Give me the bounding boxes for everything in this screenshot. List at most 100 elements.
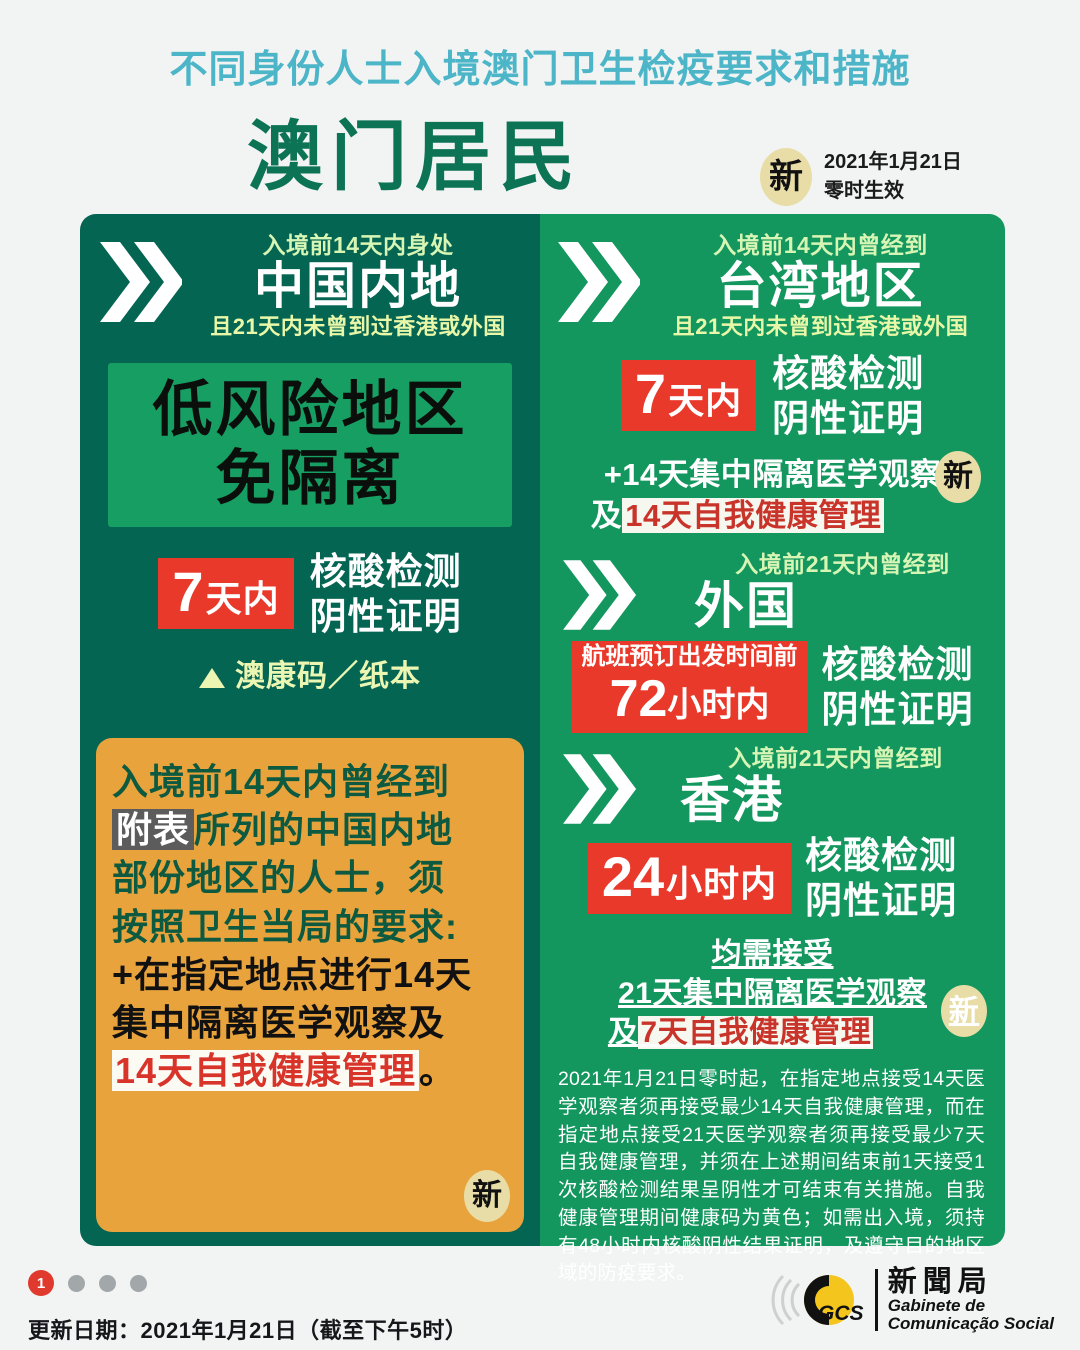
annex-chip[interactable]: 附表 xyxy=(112,809,195,851)
fineprint-paragraph: 2021年1月21日零时起，在指定地点接受14天医学观察者须再接受最少14天自我… xyxy=(558,1068,985,1285)
section-sub-taiwan: 且21天内未曾到过香港或外国 xyxy=(672,314,969,340)
requirement-line2-foreign: 阴性证明 xyxy=(821,689,974,731)
page-indicator-dot-4[interactable] xyxy=(130,1274,147,1292)
red-badge-number: 7 xyxy=(172,560,204,624)
new-badge-icon-annex: 新 xyxy=(464,1170,510,1222)
new-badge-icon-taiwan: 新 xyxy=(935,451,981,504)
section-header-taiwan: 入境前14天内曾经到 台湾地区 且21天内未曾到过香港或外国 xyxy=(554,232,991,341)
header: 不同身份人士入境澳门卫生检疫要求和措施 澳门居民 新 2021年1月21日 零时… xyxy=(0,0,1080,210)
requirement-text-taiwan: 核酸检测 阴性证明 xyxy=(772,351,924,441)
section-header-mainland: 入境前14天内身处 中国内地 且21天内未曾到过香港或外国 xyxy=(96,232,524,341)
double-chevron-icon xyxy=(558,242,640,322)
red-badge-unit: 天内 xyxy=(668,380,743,422)
annex-line-1: 入境前14天内曾经到 xyxy=(112,761,451,802)
double-chevron-icon xyxy=(563,560,637,630)
logo-chinese-name: 新聞局 xyxy=(887,1265,993,1298)
section-header-foreign: 入境前21天内曾经到 外国 xyxy=(554,551,991,635)
annex-line-6: 集中隔离医学观察及 xyxy=(112,1002,446,1044)
panel-other-regions: 入境前14天内曾经到 台湾地区 且21天内未曾到过香港或外国 7 天内 核酸检测… xyxy=(540,214,1005,1284)
annex-line-2: 附表 所列的中国内地 xyxy=(112,806,508,854)
section-header-hongkong: 入境前21天内曾经到 香港 xyxy=(554,745,991,829)
red-badge-24-hours: 24 小时内 xyxy=(587,842,792,914)
red-badge-7-days: 7 天内 xyxy=(158,558,294,630)
section-place-taiwan: 台湾地区 xyxy=(716,258,925,315)
page-indicator[interactable]: 1 xyxy=(28,1270,147,1296)
red-badge-7-days-taiwan: 7 天内 xyxy=(620,360,757,432)
macao-health-code-note: 澳康码／纸本 xyxy=(96,651,524,695)
new-badge-icon: 新 xyxy=(760,148,812,206)
logo-text: 新聞局 Gabinete de Comunicação Social xyxy=(887,1265,1054,1334)
requirement-text-hongkong: 核酸检测 阴性证明 xyxy=(805,833,957,923)
section-pre-taiwan: 入境前14天内曾经到 xyxy=(713,232,928,258)
page-indicator-current[interactable]: 1 xyxy=(28,1270,54,1296)
logo-portuguese-line2: Comunicação Social xyxy=(887,1314,1054,1334)
requirement-line2-mainland: 阴性证明 xyxy=(309,595,462,637)
requirement-line2-hongkong: 阴性证明 xyxy=(805,880,958,922)
panels-container: 入境前14天内身处 中国内地 且21天内未曾到过香港或外国 低风险地区 免隔离 … xyxy=(80,214,1005,1284)
red-badge-caption: 航班预订出发时间前 xyxy=(581,643,798,671)
low-risk-line2: 免隔离 xyxy=(215,444,405,512)
red-badge-72-hours: 航班预订出发时间前 72小时内 xyxy=(571,641,808,734)
section-text-foreign: 入境前21天内曾经到 外国 xyxy=(650,551,991,633)
annex-list-box: 入境前14天内曾经到 附表 所列的中国内地 部份地区的人士，须 按照卫生当局的要求… xyxy=(96,738,524,1232)
annex-line-7: 14天自我健康管理。 xyxy=(112,1047,508,1095)
section-place-foreign: 外国 xyxy=(694,577,798,634)
red-badge-number: 72 xyxy=(609,670,668,729)
section-pre-mainland: 入境前14天内身处 xyxy=(262,232,454,258)
effective-date: 2021年1月21日 零时生效 xyxy=(824,148,962,206)
updated-date: 更新日期：2021年1月21日（截至下午5时） xyxy=(28,1318,468,1343)
gcs-initials: GCS xyxy=(818,1302,864,1325)
section-sub-mainland: 且21天内未曾到过香港或外国 xyxy=(210,314,506,340)
red-badge-number: 24 xyxy=(601,844,665,908)
double-chevron-icon xyxy=(100,242,182,322)
effective-date-line1: 2021年1月21日 xyxy=(824,151,962,173)
annex-line-3: 部份地区的人士，须 xyxy=(112,857,446,899)
new-badge-icon-hongkong: 新 xyxy=(941,985,987,1038)
hongkong-note-line2: 21天集中隔离医学观察 xyxy=(618,977,927,1011)
taiwan-extra-line1: +14天集中隔离医学观察 xyxy=(603,457,942,493)
section-pre-foreign: 入境前21天内曾经到 xyxy=(735,551,950,578)
footer: 1 更新日期：2021年1月21日（截至下午5时） GCS 新聞局 Gabine… xyxy=(0,1250,1080,1350)
taiwan-extra-prefix: 及 xyxy=(590,498,623,534)
section-text-mainland: 入境前14天内身处 中国内地 且21天内未曾到过香港或外国 xyxy=(192,232,524,341)
annex-line-4: 按照卫生当局的要求: xyxy=(112,905,458,947)
requirement-row-mainland: 7 天内 核酸检测 阴性证明 xyxy=(96,549,524,639)
gcs-logo: GCS 新聞局 Gabinete de Comunicação Social xyxy=(761,1264,1054,1336)
effective-date-group: 新 2021年1月21日 零时生效 xyxy=(760,148,962,206)
requirement-line1-taiwan: 核酸检测 xyxy=(772,352,925,394)
section-place-mainland: 中国内地 xyxy=(254,258,462,315)
requirement-text-mainland: 核酸检测 阴性证明 xyxy=(310,549,462,639)
requirement-line1-foreign: 核酸检测 xyxy=(821,644,974,686)
low-risk-box: 低风险地区 免隔离 xyxy=(108,362,512,527)
annex-line-5: +在指定地点进行14天 xyxy=(112,953,473,995)
triangle-bullet-icon xyxy=(199,668,225,689)
page-indicator-dot-2[interactable] xyxy=(68,1274,85,1292)
requirement-row-taiwan: 7 天内 核酸检测 阴性证明 xyxy=(554,351,991,441)
gcs-logo-icon: GCS xyxy=(771,1274,864,1326)
taiwan-extra-line2: 及14天自我健康管理 xyxy=(554,496,991,535)
effective-date-line2: 零时生效 xyxy=(824,180,904,202)
section-pre-hongkong: 入境前21天内曾经到 xyxy=(728,745,943,772)
requirement-line1-mainland: 核酸检测 xyxy=(309,550,462,592)
section-text-taiwan: 入境前14天内曾经到 台湾地区 且21天内未曾到过香港或外国 xyxy=(650,232,991,341)
requirement-row-foreign: 航班预订出发时间前 72小时内 核酸检测 阴性证明 xyxy=(554,641,991,734)
hongkong-note-line3: 及7天自我健康管理 xyxy=(554,1013,991,1052)
red-badge-unit: 小时内 xyxy=(666,862,778,904)
hongkong-quarantine-note: 均需接受 21天集中隔离医学观察 及7天自我健康管理 新 xyxy=(554,935,991,1052)
page-title: 澳门居民 xyxy=(247,115,583,200)
red-badge-number: 7 xyxy=(634,362,667,426)
hongkong-note-line1: 均需接受 xyxy=(711,938,834,972)
section-place-hongkong: 香港 xyxy=(680,771,784,828)
red-badge-unit: 小时内 xyxy=(667,686,770,725)
red-badge-unit: 天内 xyxy=(205,578,280,620)
hongkong-note-highlight: 7天自我健康管理 xyxy=(638,1016,874,1050)
page-subtitle: 不同身份人士入境澳门卫生检疫要求和措施 xyxy=(169,49,911,91)
low-risk-line1: 低风险地区 xyxy=(152,375,468,443)
double-chevron-icon xyxy=(563,754,637,824)
requirement-line1-hongkong: 核酸检测 xyxy=(805,835,958,877)
red-badge-value: 72小时内 xyxy=(610,670,770,728)
page-indicator-dot-3[interactable] xyxy=(99,1274,116,1292)
section-text-hongkong: 入境前21天内曾经到 香港 xyxy=(650,745,991,827)
logo-divider xyxy=(874,1269,878,1331)
